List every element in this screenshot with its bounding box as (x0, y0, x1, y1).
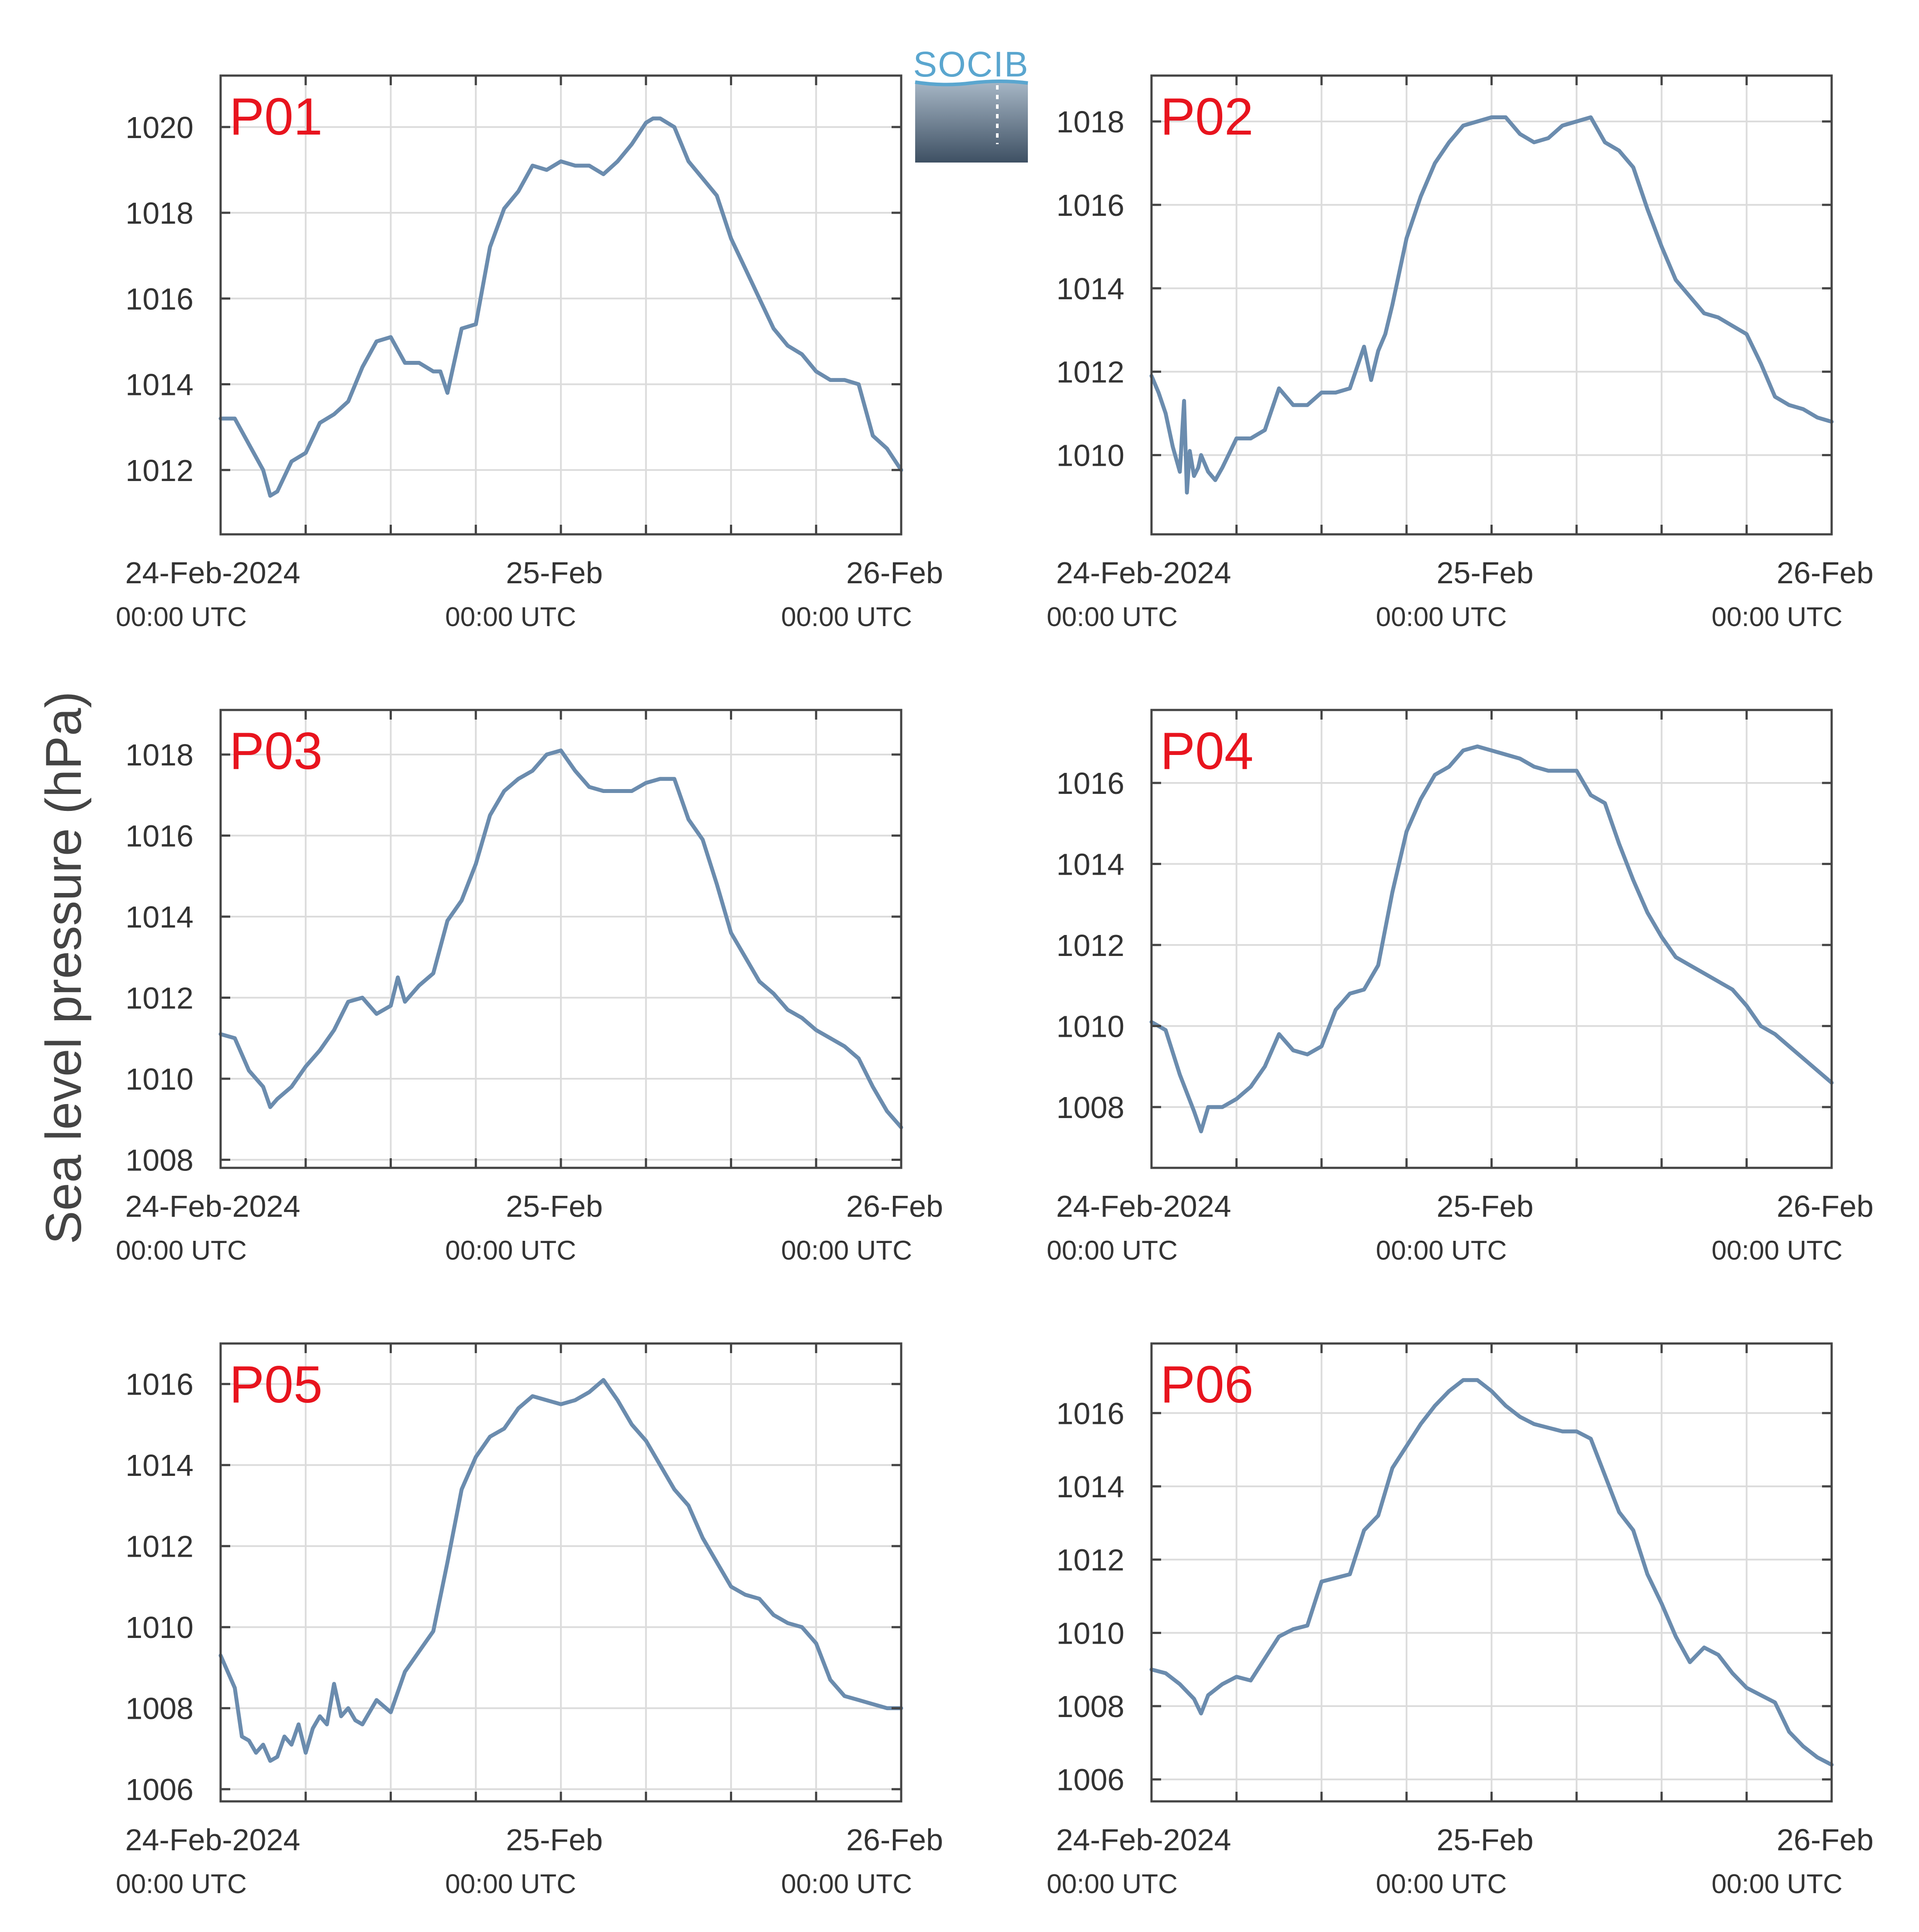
x-tick-sublabel: 00:00 UTC (116, 1869, 247, 1899)
panel-label: P03 (229, 722, 323, 780)
y-tick-label: 1020 (125, 111, 194, 145)
x-tick-sublabel: 00:00 UTC (1047, 1869, 1178, 1899)
x-tick-sublabel: 00:00 UTC (781, 1869, 912, 1899)
x-tick-label: 24-Feb-2024 (1056, 1189, 1231, 1223)
panel-label: P02 (1160, 87, 1254, 146)
x-tick-sublabel: 00:00 UTC (1712, 1236, 1843, 1266)
x-tick-label: 24-Feb-2024 (125, 556, 301, 590)
x-tick-sublabel: 00:00 UTC (781, 602, 912, 632)
y-tick-label: 1010 (1056, 1009, 1124, 1043)
y-tick-label: 1012 (125, 454, 194, 488)
y-axis-label: Sea level pressure (hPa) (36, 691, 92, 1244)
x-tick-sublabel: 00:00 UTC (445, 1236, 576, 1266)
panels-group: 1012 1014 1016 1018 1020 24-Feb-2024 00:00 UTC… (116, 74, 1874, 1899)
x-tick-label: 25-Feb (1437, 1823, 1534, 1857)
x-tick-sublabel: 00:00 UTC (1376, 1869, 1507, 1899)
y-tick-label: 1008 (125, 1692, 194, 1726)
logo-wave-crest-icon (915, 80, 1028, 87)
panel-p03: 1008 1010 1012 1014 1016 1018 24-Feb-2024 00:00… (116, 709, 943, 1266)
x-tick-sublabel: 00:00 UTC (445, 1869, 576, 1899)
x-tick-label: 24-Feb-2024 (125, 1189, 301, 1223)
pressure-series-line (218, 748, 903, 1129)
y-tick-label: 1012 (1056, 355, 1124, 389)
x-tick-label: 24-Feb-2024 (1056, 1823, 1231, 1857)
panel-p05: 1006 1008 1010 1012 1014 1016 24-Feb-2024 00:00… (116, 1342, 943, 1899)
panel-p06: 1006 1008 1010 1012 1014 1016 24-Feb-2024 00:00… (1047, 1342, 1874, 1899)
x-tick-sublabel: 00:00 UTC (1376, 1236, 1507, 1266)
x-tick-label: 26-Feb (1777, 1823, 1874, 1857)
x-tick-sublabel: 00:00 UTC (1376, 602, 1507, 632)
x-tick-sublabel: 00:00 UTC (116, 602, 247, 632)
pressure-series-line (1149, 744, 1834, 1133)
y-tick-label: 1014 (125, 1448, 194, 1482)
x-tick-sublabel: 00:00 UTC (1712, 1869, 1843, 1899)
x-tick-label: 26-Feb (1777, 1189, 1874, 1223)
y-tick-label: 1016 (1056, 1396, 1124, 1430)
y-tick-label: 1006 (1056, 1763, 1124, 1797)
x-tick-label: 25-Feb (1437, 1189, 1534, 1223)
y-tick-label: 1010 (1056, 439, 1124, 473)
pressure-series-line (218, 116, 903, 498)
x-tick-sublabel: 00:00 UTC (116, 1236, 247, 1266)
x-tick-label: 24-Feb-2024 (1056, 556, 1231, 590)
y-tick-label: 1016 (125, 282, 194, 316)
logo-text: SOCIB (913, 45, 1029, 84)
y-tick-label: 1018 (125, 738, 194, 772)
x-tick-sublabel: 00:00 UTC (445, 602, 576, 632)
panel-label: P05 (229, 1355, 323, 1414)
y-tick-label: 1014 (125, 368, 194, 402)
y-tick-label: 1016 (1056, 766, 1124, 800)
pressure-series-line (1149, 1378, 1834, 1767)
y-tick-label: 1008 (125, 1143, 194, 1177)
x-tick-label: 25-Feb (506, 556, 603, 590)
panel-p01: 1012 1014 1016 1018 1020 24-Feb-2024 00:00 UTC… (116, 74, 943, 632)
y-tick-label: 1018 (125, 196, 194, 230)
y-tick-label: 1010 (125, 1610, 194, 1645)
y-tick-label: 1006 (125, 1773, 194, 1807)
y-tick-label: 1012 (125, 981, 194, 1015)
y-tick-label: 1014 (1056, 847, 1124, 881)
y-tick-label: 1010 (125, 1062, 194, 1096)
y-tick-label: 1008 (1056, 1091, 1124, 1125)
y-tick-label: 1014 (125, 900, 194, 934)
y-tick-label: 1014 (1056, 272, 1124, 306)
panel-label: P06 (1160, 1355, 1254, 1414)
x-tick-label: 24-Feb-2024 (125, 1823, 301, 1857)
x-tick-label: 26-Feb (846, 1189, 943, 1223)
x-tick-sublabel: 00:00 UTC (1712, 602, 1843, 632)
x-tick-label: 26-Feb (846, 556, 943, 590)
x-tick-sublabel: 00:00 UTC (781, 1236, 912, 1266)
x-tick-label: 25-Feb (1437, 556, 1534, 590)
x-tick-label: 25-Feb (506, 1189, 603, 1223)
panel-label: P04 (1160, 722, 1254, 780)
y-tick-label: 1016 (1056, 188, 1124, 222)
y-tick-label: 1008 (1056, 1690, 1124, 1724)
y-tick-label: 1010 (1056, 1616, 1124, 1650)
y-tick-label: 1012 (1056, 1543, 1124, 1577)
logo-wave-icon (915, 81, 1028, 163)
y-tick-label: 1012 (125, 1530, 194, 1564)
y-tick-label: 1014 (1056, 1470, 1124, 1504)
x-tick-sublabel: 00:00 UTC (1047, 1236, 1178, 1266)
panel-p04: 1008 1010 1012 1014 1016 24-Feb-2024 00:00 UTC… (1047, 709, 1874, 1266)
x-tick-label: 26-Feb (846, 1823, 943, 1857)
x-tick-sublabel: 00:00 UTC (1047, 602, 1178, 632)
y-tick-label: 1018 (1056, 105, 1124, 139)
pressure-series-line (218, 1378, 903, 1763)
y-tick-label: 1016 (125, 1368, 194, 1402)
y-tick-label: 1016 (125, 819, 194, 853)
panel-label: P01 (229, 87, 323, 146)
pressure-series-line (1149, 115, 1834, 495)
panel-p02: 1010 1012 1014 1016 1018 24-Feb-2024 00:00 UTC… (1047, 74, 1874, 632)
x-tick-label: 25-Feb (506, 1823, 603, 1857)
y-tick-label: 1012 (1056, 928, 1124, 963)
socib-logo: SOCIB (913, 45, 1029, 163)
x-tick-label: 26-Feb (1777, 556, 1874, 590)
